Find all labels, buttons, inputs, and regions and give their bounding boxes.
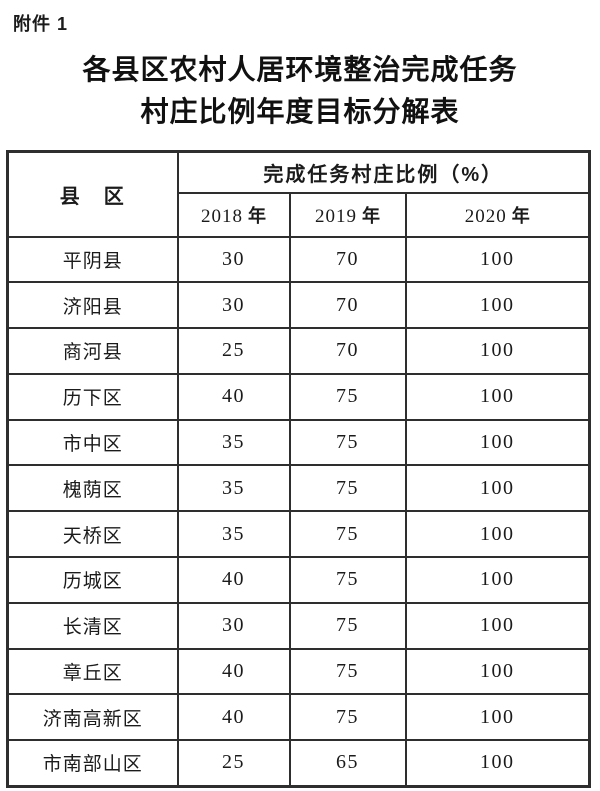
table-row: 市南部山区 25 65 100: [6, 739, 591, 788]
value-2020-cell: 100: [404, 281, 591, 330]
county-cell: 章丘区: [6, 647, 179, 696]
value-2019-cell: 75: [288, 647, 407, 696]
value-2019-cell: 70: [288, 281, 407, 330]
table-row: 历城区 40 75 100: [6, 556, 591, 604]
value-2018-cell: 40: [176, 647, 291, 696]
value-2020-cell: 100: [404, 327, 591, 375]
value-2018-cell: 25: [176, 739, 291, 788]
header-row-top: 县 区 完成任务村庄比例（%）: [6, 150, 591, 238]
title-line-2: 村庄比例年度目标分解表: [140, 97, 460, 128]
county-cell: 济南高新区: [6, 693, 179, 742]
county-cell: 历下区: [6, 372, 179, 421]
value-2019-cell: 75: [288, 601, 407, 650]
year-unit: 年: [248, 205, 266, 226]
attachment-label: 附件 1: [13, 14, 69, 34]
year-number: 2018: [201, 205, 243, 227]
ratio-column-group-header: 完成任务村庄比例（%）: [176, 150, 591, 194]
value-2020-cell: 100: [404, 235, 591, 284]
table-row: 历下区 40 75 100: [6, 372, 591, 421]
title-line-1: 各县区农村人居环境整治完成任务: [82, 55, 518, 86]
value-2020-cell: 100: [404, 647, 591, 696]
county-cell: 商河县: [6, 327, 179, 375]
value-2019-cell: 75: [288, 510, 407, 559]
value-2020-cell: 100: [404, 739, 591, 788]
target-breakdown-table: 县 区 完成任务村庄比例（%） 2018 年 2019 年 2020 年 平阴县 30 7…: [6, 150, 591, 788]
value-2019-cell: 75: [288, 693, 407, 742]
value-2019-cell: 75: [288, 464, 407, 513]
value-2019-cell: 65: [288, 739, 407, 788]
county-cell: 市南部山区: [6, 739, 179, 788]
value-2020-cell: 100: [404, 418, 591, 467]
value-2020-cell: 100: [404, 372, 591, 421]
year-number: 2020: [464, 205, 507, 227]
value-2018-cell: 25: [176, 327, 291, 375]
table-body: 平阴县 30 70 100 济阳县 30 70 100 商河县 25 70 100 历下区 40 75 100…: [6, 235, 591, 788]
value-2020-cell: 100: [404, 601, 591, 650]
county-cell: 天桥区: [6, 510, 179, 559]
table-row: 长清区 30 75 100: [6, 601, 591, 650]
value-2019-cell: 70: [288, 235, 407, 284]
value-2020-cell: 100: [404, 556, 591, 604]
county-cell: 历城区: [6, 556, 179, 604]
year-unit: 年: [511, 205, 530, 226]
value-2020-cell: 100: [404, 510, 591, 559]
table-row: 天桥区 35 75 100: [6, 510, 591, 559]
value-2020-cell: 100: [404, 693, 591, 742]
county-column-header: 县 区: [6, 150, 179, 238]
value-2020-cell: 100: [404, 464, 591, 513]
value-2018-cell: 30: [176, 281, 291, 330]
value-2019-cell: 75: [288, 556, 407, 604]
county-cell: 平阴县: [6, 235, 179, 284]
value-2018-cell: 40: [176, 556, 291, 604]
year-number: 2019: [315, 205, 357, 227]
value-2018-cell: 40: [176, 372, 291, 421]
year-header-2018: 2018 年: [176, 191, 291, 238]
value-2018-cell: 30: [176, 601, 291, 650]
year-header-2019: 2019 年: [288, 191, 407, 238]
value-2018-cell: 35: [176, 464, 291, 513]
document-title: 各县区农村人居环境整治完成任务 村庄比例年度目标分解表: [0, 50, 600, 134]
table-row: 平阴县 30 70 100: [6, 235, 591, 284]
year-header-2020: 2020 年: [404, 191, 591, 238]
value-2018-cell: 30: [176, 235, 291, 284]
table-row: 槐荫区 35 75 100: [6, 464, 591, 513]
table-row: 济阳县 30 70 100: [6, 281, 591, 330]
header-row-years: 2018 年 2019 年 2020 年: [8, 191, 591, 238]
value-2019-cell: 75: [288, 418, 407, 467]
value-2018-cell: 35: [176, 418, 291, 467]
value-2019-cell: 70: [288, 327, 407, 375]
value-2018-cell: 35: [176, 510, 291, 559]
table-row: 市中区 35 75 100: [6, 418, 591, 467]
year-unit: 年: [362, 205, 380, 226]
table-row: 济南高新区 40 75 100: [6, 693, 591, 742]
county-cell: 济阳县: [6, 281, 179, 330]
table-row: 章丘区 40 75 100: [6, 647, 591, 696]
table-row: 商河县 25 70 100: [6, 327, 591, 375]
value-2019-cell: 75: [288, 372, 407, 421]
county-cell: 市中区: [6, 418, 179, 467]
county-cell: 槐荫区: [6, 464, 179, 513]
value-2018-cell: 40: [176, 693, 291, 742]
county-cell: 长清区: [6, 601, 179, 650]
